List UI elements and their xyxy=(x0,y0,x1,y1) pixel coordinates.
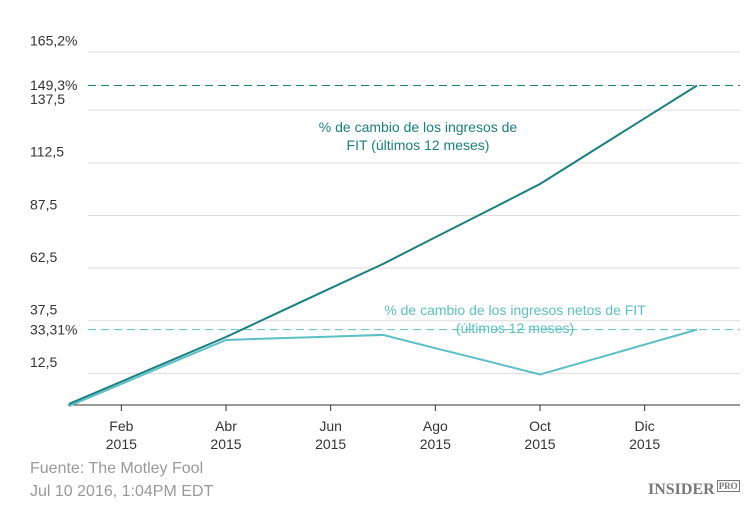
reference-label: 33,31% xyxy=(30,321,77,337)
y-tick-label: 165,2% xyxy=(30,33,77,49)
reference-label: 149,3% xyxy=(30,77,77,93)
y-tick-label: 112,5 xyxy=(30,144,64,160)
logo-suffix: PRO xyxy=(716,480,740,492)
y-tick-label: 87,5 xyxy=(30,196,57,212)
series-label: % de cambio de los ingresos netos de FIT… xyxy=(384,302,646,336)
x-tick-label: Oct 2015 xyxy=(524,418,556,452)
date: Jul 10 2016, 1:04PM EDT xyxy=(30,483,214,500)
logo: INSIDER PRO xyxy=(648,480,740,499)
y-tick-label: 37,5 xyxy=(30,302,57,318)
series-label: % de cambio de los ingresos de FIT (últi… xyxy=(318,119,518,153)
x-tick-label: Ago 2015 xyxy=(419,418,451,452)
y-tick-label: 62,5 xyxy=(30,249,57,265)
x-tick-label: Feb 2015 xyxy=(105,418,137,452)
y-tick-label: 12,5 xyxy=(30,354,57,370)
y-tick-label: 137,5 xyxy=(30,91,65,107)
source: Fuente: The Motley Fool xyxy=(30,460,204,477)
x-tick-label: Dic 2015 xyxy=(629,418,661,452)
x-tick-label: Jun 2015 xyxy=(315,418,347,452)
series-line xyxy=(68,84,698,405)
series-line xyxy=(68,328,698,407)
x-tick-label: Abr 2015 xyxy=(210,418,242,452)
logo-text: INSIDER xyxy=(648,481,715,498)
